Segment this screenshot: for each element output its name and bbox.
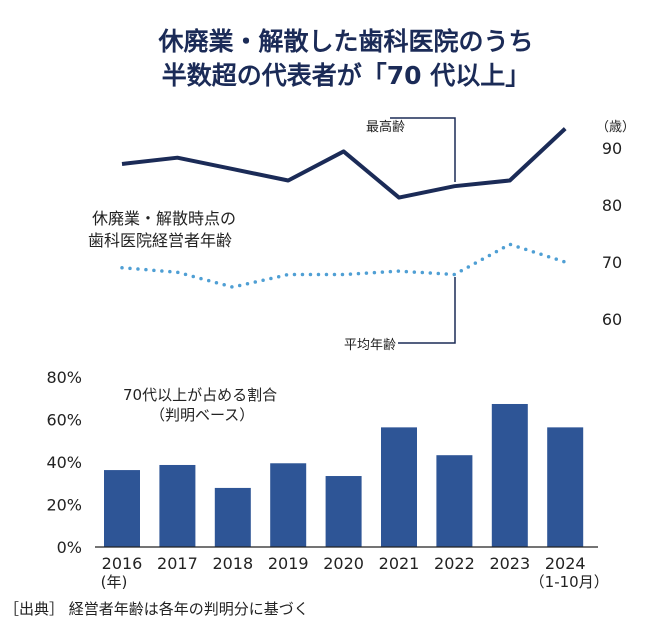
x-tick-label: 2021 — [379, 554, 420, 573]
bar-2016 — [104, 470, 140, 547]
legend-max-age: 最高齢 — [366, 120, 406, 135]
x-tick-label: 2020 — [323, 554, 364, 573]
max-age-leader-line — [390, 117, 456, 182]
bar-2020 — [325, 476, 362, 547]
bar-2019 — [270, 463, 307, 547]
x-tick-sublabel: (年) — [101, 573, 128, 591]
y-tick-label: 60 — [602, 310, 622, 329]
bar-2017 — [159, 464, 196, 547]
line-chart-label-1: 休廃業・解散時点の — [92, 209, 237, 228]
y-tick-label: 80 — [602, 196, 622, 215]
y-tick-label: 40% — [46, 453, 82, 472]
y-tick-label: 60% — [46, 411, 82, 430]
bar-2024 — [547, 427, 584, 547]
y-axis-unit: （歳） — [596, 120, 636, 135]
bar-2021 — [381, 427, 417, 547]
x-tick-label: 2023 — [489, 554, 530, 573]
max-age-line — [121, 127, 567, 200]
y-tick-label: 80% — [46, 368, 82, 387]
x-tick-sublabel: （1-10月） — [530, 573, 609, 591]
x-tick-label: 2018 — [212, 554, 253, 573]
bar-2018 — [214, 487, 251, 547]
bar-chart-title-1: 70代以上が占める割合 — [123, 386, 278, 404]
legend-avg-age: 平均年齢 — [344, 338, 397, 353]
y-tick-label: 90 — [602, 139, 622, 158]
line-chart-label-2: 歯科医院経営者年齢 — [88, 231, 233, 250]
x-tick-label: 2019 — [268, 554, 309, 573]
footnote: ［出典］ 経営者年齢は各年の判明分に基づく — [4, 600, 309, 618]
y-tick-label: 0% — [57, 538, 82, 557]
bar-2023 — [491, 403, 528, 547]
y-tick-label: 70 — [602, 253, 622, 272]
avg-age-leader-line — [398, 277, 456, 344]
y-tick-label: 20% — [46, 496, 82, 515]
x-tick-label: 2022 — [434, 554, 475, 573]
bar-chart-title-2: （判明ベース） — [150, 406, 255, 424]
x-tick-label: 2016 — [102, 554, 143, 573]
chart-title-line2: 半数超の代表者が「70 代以上」 — [161, 61, 531, 90]
x-tick-label: 2024 — [545, 554, 586, 573]
x-tick-label: 2017 — [157, 554, 198, 573]
bar-2022 — [436, 455, 473, 547]
chart-title-line1: 休廃業・解散した歯科医院のうち — [158, 27, 534, 56]
